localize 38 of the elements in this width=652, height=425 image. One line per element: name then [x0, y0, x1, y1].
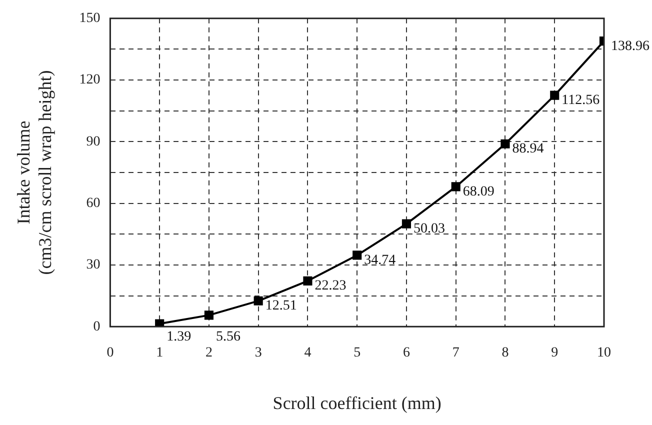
point: [254, 296, 263, 306]
point: [550, 90, 560, 100]
data-label: 138.96: [611, 38, 650, 54]
point: [204, 310, 214, 320]
data-label: 68.09: [462, 184, 494, 200]
y-tick-label: 0: [93, 319, 100, 334]
x-tick-label: 6: [402, 346, 410, 361]
point: [303, 276, 312, 286]
data-label: 50.03: [413, 221, 445, 236]
y-tick-label: 120: [79, 72, 100, 88]
y-axis-title: Intake volume (cm3/cm scroll wrap height): [14, 70, 56, 275]
point: [451, 182, 460, 192]
y-tick-label: 150: [79, 11, 100, 26]
y-tick-label: 60: [86, 196, 100, 211]
x-tick-label: 3: [254, 346, 262, 361]
data-label: 1.39: [166, 329, 192, 344]
data-label: 12.51: [265, 298, 297, 314]
x-axis-title: Scroll coefficient (mm): [272, 392, 442, 413]
point: [500, 139, 510, 148]
data-label: 88.94: [512, 142, 544, 157]
point: [402, 219, 412, 228]
y-tick-label: 90: [86, 134, 100, 150]
y-tick-label: 30: [86, 258, 100, 273]
point: [155, 319, 164, 327]
x-tick-label: 9: [551, 346, 558, 361]
point: [352, 250, 362, 260]
x-tick-label: 0: [106, 346, 114, 361]
x-tick-label: 2: [205, 346, 212, 361]
x-tick-label: 10: [597, 346, 611, 361]
data-label: 5.56: [216, 329, 240, 344]
x-tick-label: 5: [354, 346, 361, 361]
x-tick-label: 1: [156, 346, 164, 361]
x-tick-label: 8: [502, 346, 509, 361]
data-label: 34.74: [364, 252, 396, 268]
data-label: 22.23: [314, 278, 346, 294]
data-label: 112.56: [562, 93, 600, 108]
x-tick-label: 7: [452, 346, 460, 361]
x-tick-label: 4: [304, 346, 312, 361]
